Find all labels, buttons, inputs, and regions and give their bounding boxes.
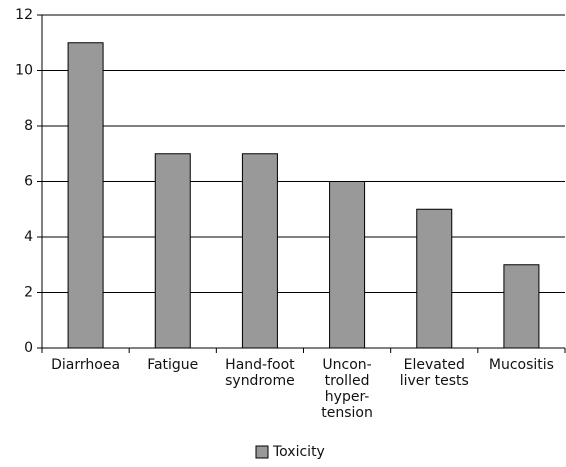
- bar: [67, 42, 104, 349]
- y-tick-label: 8: [24, 118, 33, 134]
- x-tick-label: hyper-: [325, 389, 370, 405]
- y-tick-label: 10: [15, 63, 33, 79]
- x-tick-label: Mucositis: [489, 357, 554, 373]
- bar: [241, 153, 278, 349]
- legend-label: Toxicity: [272, 444, 325, 460]
- y-tick-label: 12: [15, 7, 33, 23]
- x-tick-label: Hand-foot: [225, 357, 295, 373]
- x-tick-label: tension: [321, 405, 373, 421]
- x-tick-label: Fatigue: [147, 357, 198, 373]
- y-tick-label: 0: [24, 340, 33, 356]
- y-tick-label: 4: [24, 229, 33, 245]
- x-tick-label: Uncon-: [322, 357, 371, 373]
- x-tick-label: trolled: [325, 373, 370, 389]
- x-tick-label: syndrome: [225, 373, 295, 389]
- bar: [503, 264, 540, 349]
- x-tick-label: Elevated: [404, 357, 465, 373]
- bar: [416, 208, 453, 349]
- legend-swatch: [255, 445, 269, 459]
- x-tick-label: Diarrhoea: [51, 357, 120, 373]
- x-tick-label: liver tests: [400, 373, 469, 389]
- bar: [154, 153, 191, 349]
- y-tick-label: 6: [24, 174, 33, 190]
- bar: [329, 181, 366, 349]
- y-tick-label: 2: [24, 285, 33, 301]
